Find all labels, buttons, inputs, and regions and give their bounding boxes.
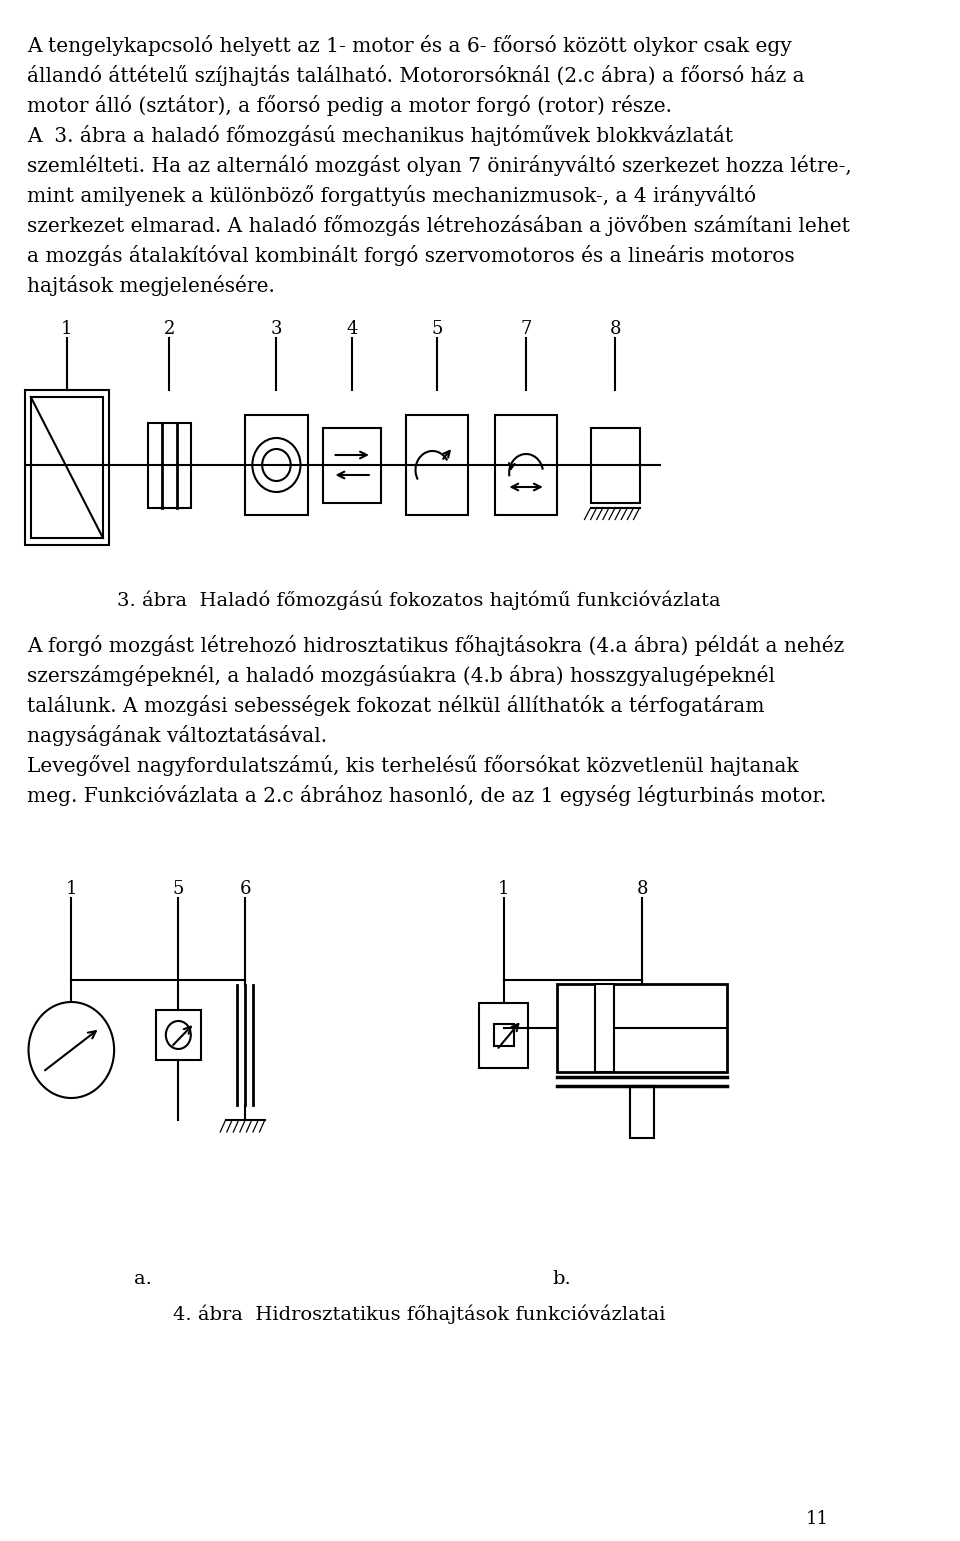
Bar bbox=[324, 427, 381, 502]
Text: 8: 8 bbox=[636, 880, 648, 898]
Bar bbox=[590, 427, 639, 502]
Text: hajtások megjelenésére.: hajtások megjelenésére. bbox=[27, 274, 275, 296]
Text: 1: 1 bbox=[65, 880, 77, 898]
Circle shape bbox=[29, 1002, 114, 1099]
Bar bbox=[595, 985, 614, 1073]
Circle shape bbox=[262, 448, 291, 481]
Text: meg. Funkcióvázlata a 2.c ábrához hasonló, de az 1 egység légturbinás motor.: meg. Funkcióvázlata a 2.c ábrához hasonl… bbox=[27, 784, 826, 806]
Text: 5: 5 bbox=[431, 321, 443, 337]
Text: 3. ábra  Haladó főmozgású fokozatos hajtómű funkcióvázlata: 3. ábra Haladó főmozgású fokozatos hajtó… bbox=[117, 590, 721, 610]
Text: a.: a. bbox=[133, 1270, 152, 1288]
Text: nagyságának változtatásával.: nagyságának változtatásával. bbox=[27, 724, 326, 746]
Bar bbox=[494, 1025, 514, 1046]
Text: szemlélteti. Ha az alternáló mozgást olyan 7 önirányváltó szerkezet hozza létre-: szemlélteti. Ha az alternáló mozgást oly… bbox=[27, 156, 852, 176]
Text: állandó áttételű szíjhajtás található. Motororsóknál (2.c ábra) a főorsó ház a: állandó áttételű szíjhajtás található. M… bbox=[27, 65, 804, 86]
Text: motor álló (sztátor), a főorsó pedig a motor forgó (rotor) része.: motor álló (sztátor), a főorsó pedig a m… bbox=[27, 96, 672, 116]
Text: 6: 6 bbox=[239, 880, 251, 898]
Text: 2: 2 bbox=[164, 321, 175, 337]
Text: 3: 3 bbox=[271, 321, 282, 337]
Bar bbox=[25, 390, 109, 546]
Bar bbox=[479, 1003, 528, 1068]
Text: 11: 11 bbox=[806, 1510, 829, 1529]
Text: A  3. ábra a haladó főmozgású mechanikus hajtóművek blokkvázlatát: A 3. ábra a haladó főmozgású mechanikus … bbox=[27, 125, 732, 146]
Text: A tengelykapcsoló helyett az 1- motor és a 6- főorsó között olykor csak egy: A tengelykapcsoló helyett az 1- motor és… bbox=[27, 35, 791, 55]
Circle shape bbox=[252, 438, 300, 492]
Bar bbox=[31, 398, 103, 538]
Text: 4: 4 bbox=[347, 321, 358, 337]
Bar bbox=[245, 415, 307, 515]
Text: Levegővel nagyfordulatszámú, kis terhelésű főorsókat közvetlenül hajtanak: Levegővel nagyfordulatszámú, kis terhelé… bbox=[27, 755, 799, 777]
Bar bbox=[558, 985, 727, 1073]
Text: 1: 1 bbox=[61, 321, 73, 337]
Text: mint amilyenek a különböző forgattyús mechanizmusok-, a 4 irányváltó: mint amilyenek a különböző forgattyús me… bbox=[27, 185, 756, 206]
Bar bbox=[406, 415, 468, 515]
Text: 8: 8 bbox=[610, 321, 621, 337]
Text: 7: 7 bbox=[520, 321, 532, 337]
Text: 5: 5 bbox=[173, 880, 184, 898]
Text: szerkezet elmarad. A haladó főmozgás létrehozásában a jövőben számítani lehet: szerkezet elmarad. A haladó főmozgás lét… bbox=[27, 216, 850, 236]
Bar bbox=[156, 1009, 201, 1060]
Text: b.: b. bbox=[552, 1270, 571, 1288]
Text: szerszámgépeknél, a haladó mozgásúakra (4.b ábra) hosszgyalugépeknél: szerszámgépeknél, a haladó mozgásúakra (… bbox=[27, 666, 775, 686]
Text: a mozgás átalakítóval kombinált forgó szervomotoros és a lineáris motoros: a mozgás átalakítóval kombinált forgó sz… bbox=[27, 245, 794, 267]
Circle shape bbox=[166, 1022, 191, 1049]
Text: 1: 1 bbox=[498, 880, 510, 898]
Bar bbox=[494, 415, 558, 515]
Text: A forgó mozgást létrehozó hidrosztatikus főhajtásokra (4.a ábra) példát a nehéz: A forgó mozgást létrehozó hidrosztatikus… bbox=[27, 635, 844, 656]
Bar bbox=[630, 1086, 655, 1137]
Text: találunk. A mozgási sebességek fokozat nélkül állíthatók a térfogatáram: találunk. A mozgási sebességek fokozat n… bbox=[27, 695, 764, 717]
Bar bbox=[148, 422, 191, 507]
Text: 4. ábra  Hidrosztatikus főhajtások funkcióvázlatai: 4. ábra Hidrosztatikus főhajtások funkci… bbox=[173, 1305, 665, 1325]
